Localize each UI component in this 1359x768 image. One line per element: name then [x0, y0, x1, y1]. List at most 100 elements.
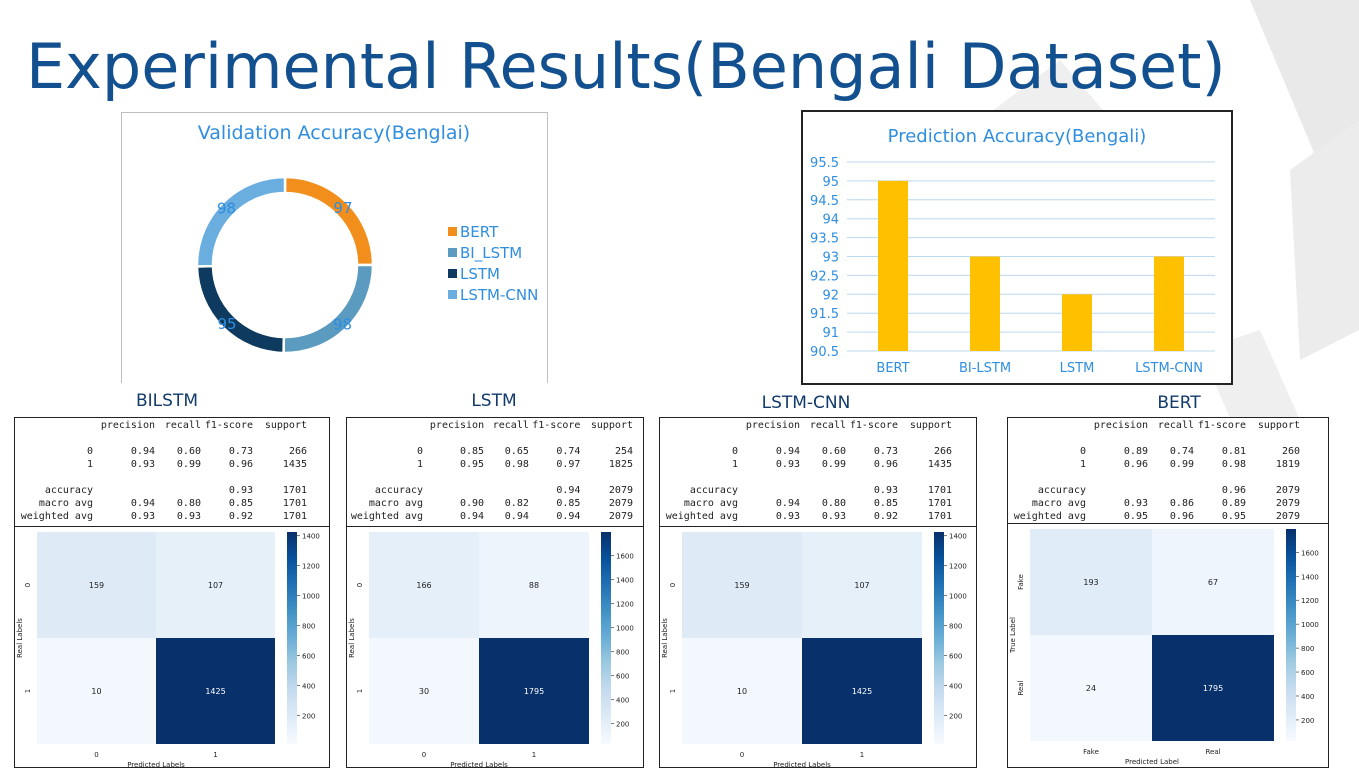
report-cell: 0.95 — [1221, 511, 1246, 522]
cm-xlabel: Predicted Labels — [773, 761, 831, 767]
report-row: 0 0.94 0.60 0.73 266 — [15, 445, 307, 458]
cm-colorbar-label: 400 — [949, 683, 962, 691]
lstm-classification-report: precision recall f1-score support 0 0.85 0.65 0… — [346, 417, 644, 527]
report-cell — [898, 432, 952, 445]
report-cell: accuracy — [689, 485, 738, 496]
report-cell: 2079 — [608, 485, 633, 496]
report-header-cell — [347, 419, 423, 432]
report-cell — [1086, 471, 1148, 484]
cm-colorbar-label: 1400 — [616, 576, 634, 584]
report-header-cell — [15, 419, 93, 432]
report-cell — [484, 484, 529, 497]
report-cell — [423, 471, 484, 484]
cm-ylabel: True Label — [1009, 617, 1017, 654]
bar-ytick-label: 90.5 — [810, 345, 839, 360]
cm-xlabel: Predicted Labels — [127, 761, 185, 767]
cm-xtick-label: 0 — [422, 751, 426, 759]
bar-xtick-label: BERT — [876, 361, 909, 376]
report-header-row: precision recall f1-score support — [15, 419, 307, 432]
report-row: 1 0.95 0.98 0.97 1825 — [347, 458, 633, 471]
report-cell: 1 — [1079, 459, 1086, 470]
report-cell: accuracy — [1037, 485, 1086, 496]
report-cell — [155, 484, 201, 497]
report-cell: 0.93 — [821, 511, 846, 522]
report-header-cell: precision — [429, 420, 485, 431]
cm-cell — [156, 532, 275, 638]
cm-cell-value: 166 — [416, 581, 431, 590]
donut-title: Validation Accuracy(Benglai) — [198, 122, 470, 144]
cm-colorbar-label: 1200 — [949, 563, 967, 571]
report-cell: 0.97 — [556, 459, 581, 470]
report-cell — [1246, 471, 1300, 484]
report-cell: 266 — [933, 446, 952, 457]
cm-ytick-label: 0 — [669, 583, 677, 587]
report-cell: 0.93 — [130, 511, 155, 522]
report-row — [15, 432, 307, 445]
report-header-cell: recall — [1157, 420, 1194, 431]
bar-xtick-label: LSTM-CNN — [1135, 361, 1203, 376]
report-row: macro avg 0.94 0.80 0.85 1701 — [660, 497, 952, 510]
report-header-cell: f1-score — [849, 420, 898, 431]
bar-title: Prediction Accuracy(Bengali) — [888, 126, 1147, 147]
report-cell: 0.93 — [873, 485, 898, 496]
report-cell — [347, 432, 423, 445]
bar-ytick-label: 93 — [822, 251, 839, 266]
cm-colorbar-label: 600 — [302, 653, 315, 661]
report-cell: 0.92 — [873, 511, 898, 522]
cm-colorbar-label: 800 — [616, 649, 629, 657]
report-cell: 0.99 — [821, 459, 846, 470]
cm-colorbar — [287, 532, 297, 744]
report-cell — [93, 471, 155, 484]
report-cell: macro avg — [38, 498, 93, 509]
report-header-cell: support — [590, 420, 633, 431]
cm-ylabel: Real Labels — [348, 618, 356, 658]
report-cell: 0.73 — [873, 446, 898, 457]
report-cell: weighted avg — [350, 511, 424, 522]
cm-cell-value: 159 — [734, 581, 749, 590]
cm-colorbar-label: 1000 — [302, 593, 320, 601]
cm-cell — [1152, 635, 1274, 741]
cm-cell-value: 67 — [1208, 578, 1218, 587]
report-row: weighted avg 0.95 0.96 0.95 2079 — [1008, 510, 1300, 523]
report-cell — [1194, 471, 1246, 484]
legend-swatch-bert — [448, 227, 457, 236]
cm-xtick-label: 1 — [532, 751, 536, 759]
report-cell — [529, 432, 581, 445]
cm-xtick-label: Fake — [1083, 748, 1099, 756]
cm-ylabel: Real Labels — [16, 618, 24, 658]
donut-slice-bi_lstm — [282, 263, 375, 355]
cm-cell — [1030, 635, 1152, 741]
report-cell — [800, 484, 846, 497]
report-cell: 0.94 — [130, 446, 155, 457]
cm-xlabel: Predicted Label — [1125, 758, 1179, 766]
bar-bert — [878, 180, 908, 351]
report-cell: 1 — [86, 459, 93, 470]
report-cell — [253, 471, 307, 484]
cm-xlabel: Predicted Labels — [450, 761, 508, 767]
report-row: 1 0.93 0.99 0.96 1435 — [660, 458, 952, 471]
report-row: weighted avg 0.93 0.93 0.92 1701 — [660, 510, 952, 523]
bilstm-title: BILSTM — [136, 391, 198, 411]
report-cell — [529, 471, 581, 484]
report-header-cell — [660, 419, 738, 432]
slide-title: Experimental Results(Bengali Dataset) — [26, 30, 1226, 103]
report-cell: 2079 — [1275, 498, 1300, 509]
report-cell: 0.94 — [775, 498, 800, 509]
report-row — [660, 471, 952, 484]
report-cell: 2079 — [1275, 485, 1300, 496]
report-cell: 0.74 — [1169, 446, 1194, 457]
legend-swatch-bi_lstm — [448, 248, 457, 257]
cm-cell-value: 159 — [89, 581, 104, 590]
cm-colorbar-label: 200 — [949, 713, 962, 721]
cm-cell — [682, 638, 802, 744]
bilstm-confusion-matrix: 159 107 10 1425 0 1 0 1 Predicted Labels Real Lab… — [14, 526, 330, 768]
report-row — [660, 432, 952, 445]
report-cell: 2079 — [608, 511, 633, 522]
report-cell: 0.65 — [504, 446, 529, 457]
report-cell: 0.73 — [228, 446, 253, 457]
report-cell: 0.96 — [1169, 511, 1194, 522]
cm-colorbar-label: 800 — [949, 623, 962, 631]
report-row: macro avg 0.90 0.82 0.85 2079 — [347, 497, 633, 510]
bar-ytick-label: 92 — [822, 288, 839, 303]
report-cell: 1701 — [927, 485, 952, 496]
